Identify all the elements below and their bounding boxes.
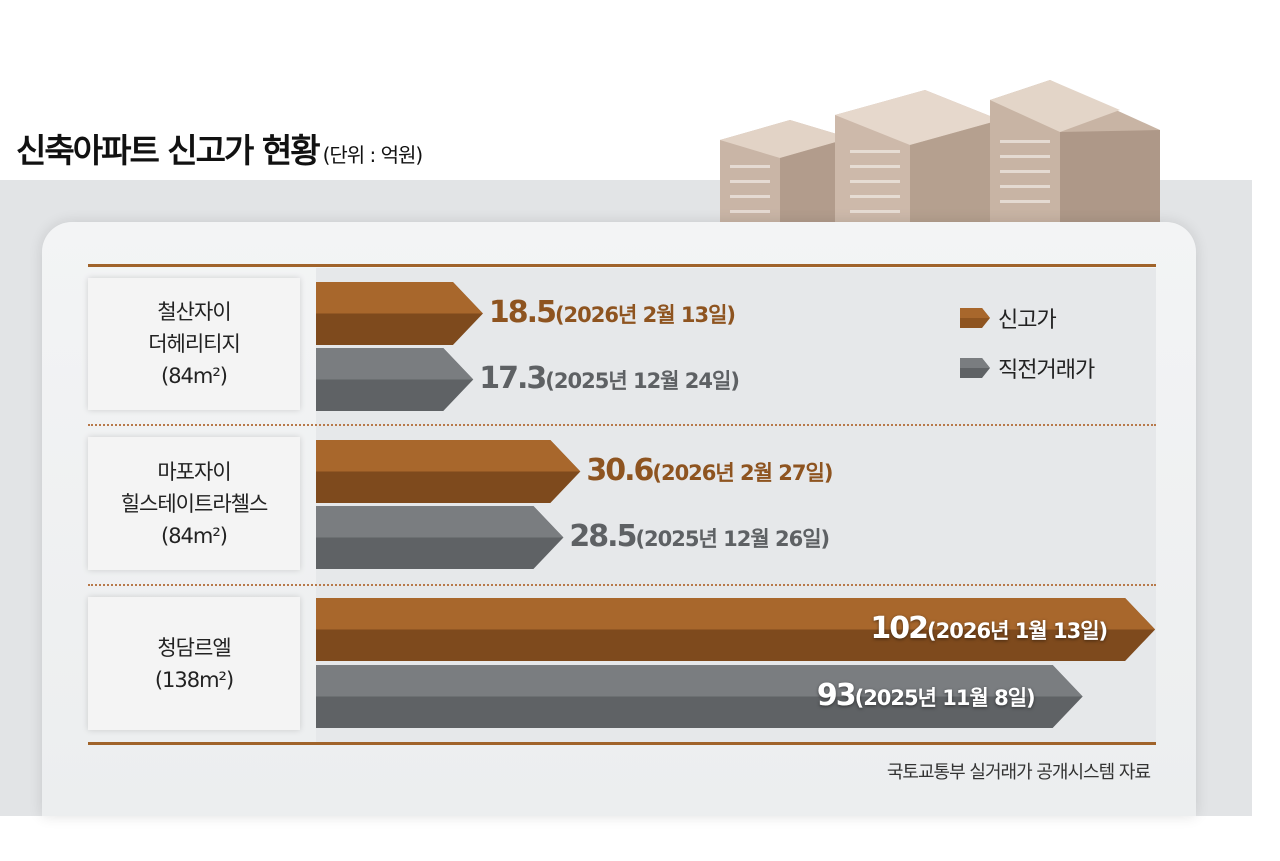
- value: 93: [816, 678, 857, 713]
- data-label: 17.3(2025년 12월 24일): [479, 361, 740, 396]
- plot-area: [316, 268, 1156, 743]
- group-separator: [88, 424, 1156, 426]
- category-label: 마포자이 힐스테이트라첼스 (84m²): [88, 437, 300, 570]
- value: 18.5: [488, 295, 557, 330]
- data-label: 93(2025년 11월 8일): [816, 678, 1036, 713]
- value: 28.5: [569, 519, 637, 554]
- bar-previous: [316, 665, 1083, 728]
- value: 102: [870, 611, 929, 646]
- data-label: 28.5(2025년 12월 26일): [569, 519, 830, 554]
- date: (2025년 11월 8일): [854, 686, 1036, 710]
- date: (2025년 12월 26일): [635, 527, 830, 551]
- category-name: 청담르엘: [157, 635, 231, 660]
- category-area: (138m²): [154, 667, 234, 692]
- legend-item-previous: 직전거래가: [960, 352, 1095, 384]
- date: (2026년 1월 13일): [927, 619, 1108, 643]
- data-label: 18.5(2026년 2월 13일): [488, 295, 736, 330]
- category-label: 청담르엘 (138m²): [88, 597, 300, 730]
- legend-label: 신고가: [998, 308, 1057, 333]
- legend-swatch-gray-arrow-icon: [960, 358, 990, 378]
- category-name: 철산자이: [157, 300, 231, 324]
- bar-previous: [316, 506, 564, 569]
- category-area: (84m²): [161, 523, 228, 548]
- legend-item-new-high: 신고가: [960, 302, 1057, 334]
- date: (2026년 2월 13일): [554, 303, 736, 327]
- date: (2025년 12월 24일): [545, 369, 740, 393]
- date: (2026년 2월 27일): [652, 461, 833, 485]
- data-label: 30.6(2026년 2월 27일): [586, 453, 833, 488]
- category-name: 마포자이: [157, 459, 231, 484]
- source-note: 국토교통부 실거래가 공개시스템 자료: [886, 762, 1151, 783]
- category-name: 더헤리티지: [148, 332, 241, 356]
- bar-new-high: [316, 282, 483, 345]
- value: 17.3: [479, 361, 547, 396]
- category-label: 철산자이 더헤리티지 (84m²): [88, 278, 300, 410]
- top-rule: [88, 264, 1156, 267]
- legend-label: 직전거래가: [998, 358, 1095, 383]
- data-label: 102(2026년 1월 13일): [870, 611, 1108, 646]
- apartment-buildings-illustration: [720, 80, 1160, 222]
- bar-new-high: [316, 598, 1156, 661]
- category-area: (84m²): [161, 364, 228, 388]
- legend-swatch-brown-arrow-icon: [960, 308, 990, 328]
- bar-previous: [316, 348, 474, 411]
- category-name: 힐스테이트라첼스: [120, 491, 269, 516]
- unit-label: (단위 : 억원): [322, 143, 424, 167]
- value: 30.6: [586, 453, 654, 488]
- bar-new-high: [316, 440, 581, 503]
- group-separator: [88, 584, 1156, 586]
- chart-title: 신축아파트 신고가 현황 (단위 : 억원): [16, 131, 424, 170]
- bottom-rule: [88, 742, 1156, 745]
